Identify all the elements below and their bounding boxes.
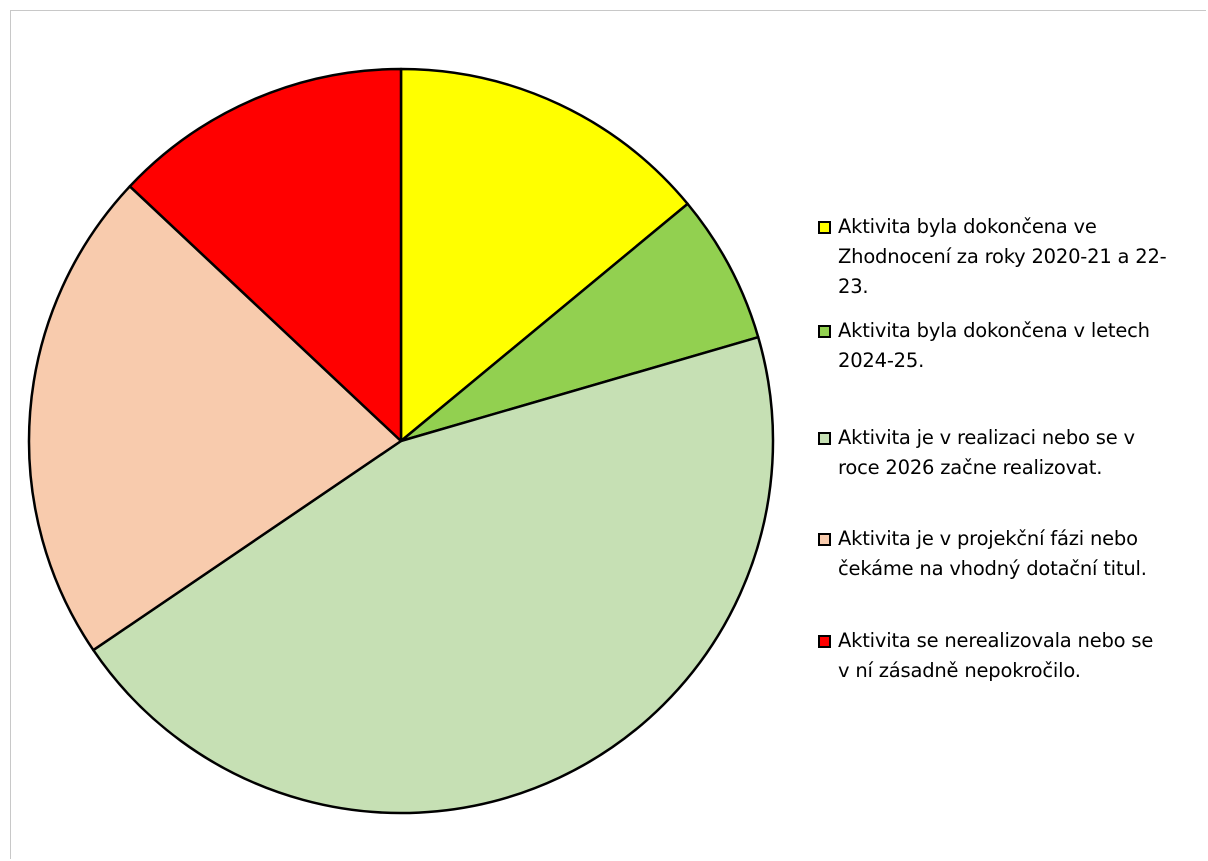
legend-label: Aktivita se nerealizovala nebo se v ní z… bbox=[838, 629, 1154, 682]
pie-slice-2 bbox=[399, 202, 760, 443]
legend-swatch bbox=[818, 221, 831, 234]
legend-swatch bbox=[818, 533, 831, 546]
legend-label: Aktivita je v projekční fázi nebo čekáme… bbox=[838, 527, 1147, 580]
legend-item-completed-2024-25: Aktivita byla dokončena v letech 2024-25… bbox=[818, 316, 1150, 376]
legend-swatch bbox=[818, 325, 831, 338]
legend-item-in-realization: Aktivita je v realizaci nebo se v roce 2… bbox=[818, 423, 1135, 483]
legend-item-completed-earlier: Aktivita byla dokončena ve Zhodnocení za… bbox=[818, 212, 1167, 302]
pie-slice-5 bbox=[128, 67, 403, 443]
pie-slice-4 bbox=[27, 185, 403, 652]
legend-label: Aktivita byla dokončena v letech 2024-25… bbox=[838, 319, 1150, 372]
legend-swatch bbox=[818, 635, 831, 648]
pie-slice-3 bbox=[92, 335, 775, 815]
legend-label: Aktivita byla dokončena ve Zhodnocení za… bbox=[838, 215, 1167, 298]
pie-slice-1 bbox=[399, 67, 689, 443]
legend-swatch bbox=[818, 432, 831, 445]
legend-item-project-phase: Aktivita je v projekční fázi nebo čekáme… bbox=[818, 524, 1147, 584]
legend-label: Aktivita je v realizaci nebo se v roce 2… bbox=[838, 426, 1135, 479]
legend-item-not-realized: Aktivita se nerealizovala nebo se v ní z… bbox=[818, 626, 1153, 686]
